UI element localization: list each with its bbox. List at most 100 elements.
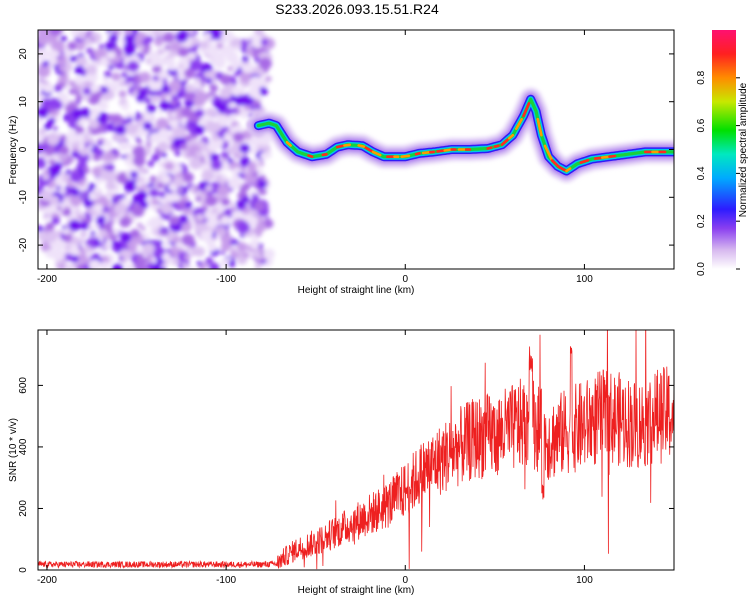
noise-speck [210, 207, 219, 215]
noise-speck [113, 56, 122, 64]
noise-speck [38, 157, 47, 169]
noise-speck [101, 206, 110, 214]
spectrogram-y-ticks: 20 10 0 -10 -20 [18, 48, 674, 252]
noise-speck [64, 253, 74, 262]
noise-speck [67, 181, 72, 186]
noise-speck [172, 236, 181, 244]
noise-speck [132, 145, 146, 158]
noise-speck [164, 161, 175, 171]
noise-speck [132, 90, 139, 96]
x-tick-label: -200 [37, 575, 57, 586]
noise-speck [165, 95, 173, 102]
noise-speck [74, 86, 80, 91]
noise-speck [61, 71, 66, 76]
ridge-hot-core [321, 153, 328, 157]
noise-speck [189, 59, 203, 72]
noise-speck [156, 182, 165, 189]
noise-speck [201, 202, 207, 207]
noise-speck [152, 64, 162, 74]
noise-speck [86, 65, 98, 75]
noise-speck [152, 30, 161, 38]
noise-speck [116, 198, 122, 202]
noise-speck [77, 31, 86, 40]
noise-speck [66, 133, 78, 144]
colorbar-tick-label: 0.0 [696, 262, 707, 276]
noise-speck [121, 154, 127, 159]
noise-speck [259, 174, 266, 180]
noise-speck [181, 233, 195, 246]
noise-speck [148, 188, 159, 198]
noise-speck [181, 107, 193, 118]
noise-speck [133, 262, 139, 267]
noise-speck [160, 230, 167, 236]
noise-speck [74, 65, 85, 75]
noise-speck [239, 143, 250, 154]
noise-speck [106, 192, 111, 197]
noise-speck [98, 246, 104, 252]
noise-speck [72, 108, 83, 119]
noise-speck [67, 41, 78, 51]
noise-speck [166, 193, 176, 203]
noise-speck [124, 264, 135, 269]
noise-speck [229, 127, 238, 134]
noise-speck [172, 177, 185, 188]
noise-speck [260, 38, 269, 46]
noise-speck [230, 206, 236, 211]
noise-speck [210, 131, 216, 136]
noise-speck [121, 194, 126, 199]
snr-y-label: SNR (10 * v/v) [8, 418, 19, 482]
noise-speck [158, 240, 163, 245]
noise-speck [85, 71, 99, 83]
noise-speck [169, 215, 180, 225]
noise-speck [170, 99, 178, 106]
noise-speck [160, 263, 166, 269]
noise-speck [80, 256, 90, 265]
noise-speck [43, 122, 52, 131]
ridge-hot-core [364, 146, 375, 154]
noise-speck [219, 114, 226, 121]
noise-speck [68, 88, 76, 95]
y-tick-label: 400 [18, 438, 29, 455]
noise-speck [93, 203, 104, 213]
noise-speck [137, 44, 145, 51]
noise-speck [131, 205, 145, 217]
noise-speck [42, 173, 50, 181]
noise-speck [118, 141, 130, 151]
noise-speck [241, 183, 251, 191]
noise-speck [141, 179, 148, 185]
noise-speck [127, 81, 134, 88]
noise-speck [217, 196, 222, 201]
noise-speck [138, 52, 145, 58]
noise-speck [98, 229, 108, 238]
noise-speck [167, 257, 175, 263]
noise-speck [64, 244, 72, 251]
noise-speck [98, 195, 107, 203]
noise-speck [146, 221, 152, 227]
colorbar-tick-label: 0.6 [696, 118, 707, 132]
noise-speck [158, 191, 166, 198]
noise-speck [49, 30, 63, 37]
noise-speck [189, 157, 203, 170]
y-tick-label: 600 [18, 377, 29, 394]
noise-speck [180, 120, 188, 127]
noise-speck [176, 93, 183, 99]
noise-speck [47, 49, 58, 59]
ridge-hot-core [522, 102, 531, 118]
noise-speck [96, 215, 106, 224]
noise-speck [124, 122, 139, 135]
noise-speck [58, 145, 70, 155]
noise-speck [69, 55, 77, 62]
noise-speck [231, 86, 242, 97]
ridge-hot-core [371, 150, 382, 157]
ridge-hot-core [565, 167, 572, 173]
noise-speck [204, 156, 211, 162]
snr-y-ticks: 0 200 400 600 [18, 377, 674, 573]
noise-speck [132, 155, 146, 167]
noise-speck [95, 91, 103, 98]
noise-speck [221, 30, 235, 43]
noise-speck [41, 98, 53, 109]
noise-speck [43, 169, 50, 175]
noise-speck [158, 195, 168, 205]
noise-speck [239, 110, 249, 119]
